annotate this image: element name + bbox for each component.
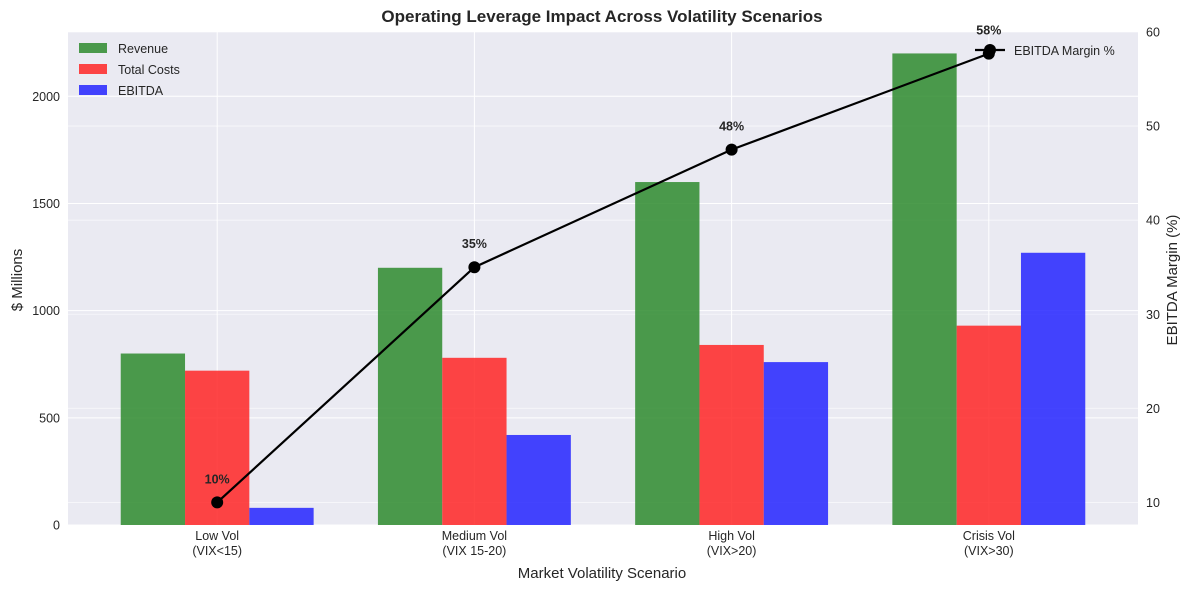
bar-total-costs (956, 325, 1021, 525)
y2-axis-label: EBITDA Margin (%) (1164, 215, 1181, 346)
y2-tick-label: 30 (1146, 308, 1160, 322)
legend-swatch (79, 64, 107, 74)
x-axis-label: Market Volatility Scenario (518, 565, 686, 582)
legend-label: EBITDA (118, 84, 164, 98)
bar-total-costs (699, 344, 764, 525)
legend-line-marker (984, 44, 996, 56)
legend-line-label: EBITDA Margin % (1014, 44, 1115, 58)
y2-axis-ticks: 10 20 30 40 50 60 (1146, 26, 1160, 510)
margin-point-label: 35% (462, 237, 487, 251)
x-tick-label: Low Vol (195, 529, 239, 543)
chart-title: Operating Leverage Impact Across Volatil… (381, 7, 822, 26)
x-tick-label: (VIX 15-20) (442, 544, 506, 558)
y-axis-label: $ Millions (9, 249, 26, 312)
margin-point (468, 261, 481, 274)
y2-tick-label: 60 (1146, 26, 1160, 40)
x-tick-label: Medium Vol (442, 529, 507, 543)
x-tick-label: Crisis Vol (963, 529, 1015, 543)
y-tick-label: 500 (39, 411, 60, 425)
y2-tick-label: 50 (1146, 120, 1160, 134)
bar-revenue (635, 182, 700, 526)
bar-revenue (377, 267, 443, 525)
margin-point-label: 58% (976, 24, 1001, 38)
margin-line-path (216, 52, 990, 504)
bar-revenue (120, 353, 186, 525)
legend-bars: Revenue Total Costs EBITDA (79, 42, 180, 98)
y-tick-label: 2000 (32, 90, 60, 104)
bars (120, 53, 1086, 526)
x-tick-label: High Vol (708, 529, 755, 543)
legend-label: Revenue (118, 42, 168, 56)
bar-ebitda (763, 362, 829, 525)
legend-line: EBITDA Margin % (975, 44, 1115, 58)
x-tick-label: (VIX>20) (707, 544, 757, 558)
x-axis-ticks: Low Vol(VIX<15) Medium Vol(VIX 15-20) High… (192, 529, 1015, 558)
legend-label: Total Costs (118, 63, 180, 77)
margin-line: 10% 35% 48% 58% (205, 24, 1001, 509)
bar-revenue (892, 53, 957, 525)
margin-point (725, 143, 738, 156)
bar-ebitda (249, 507, 314, 525)
bar-ebitda (506, 434, 571, 525)
y2-tick-label: 10 (1146, 496, 1160, 510)
y-tick-label: 1500 (32, 197, 60, 211)
y-tick-label: 0 (53, 519, 60, 533)
y2-tick-label: 40 (1146, 214, 1160, 228)
y-tick-label: 1000 (32, 304, 60, 318)
bar-total-costs (442, 357, 507, 525)
legend-swatch (79, 85, 107, 95)
margin-point-label: 48% (719, 120, 744, 134)
margin-point (211, 496, 224, 509)
y2-tick-label: 20 (1146, 402, 1160, 416)
margin-point-label: 10% (205, 472, 230, 486)
grid (68, 31, 1138, 526)
x-tick-label: (VIX>30) (964, 544, 1014, 558)
bar-ebitda (1020, 252, 1086, 525)
y-axis-ticks: 0 500 1000 1500 2000 (32, 90, 60, 533)
x-tick-label: (VIX<15) (192, 544, 242, 558)
legend-swatch (79, 43, 107, 53)
